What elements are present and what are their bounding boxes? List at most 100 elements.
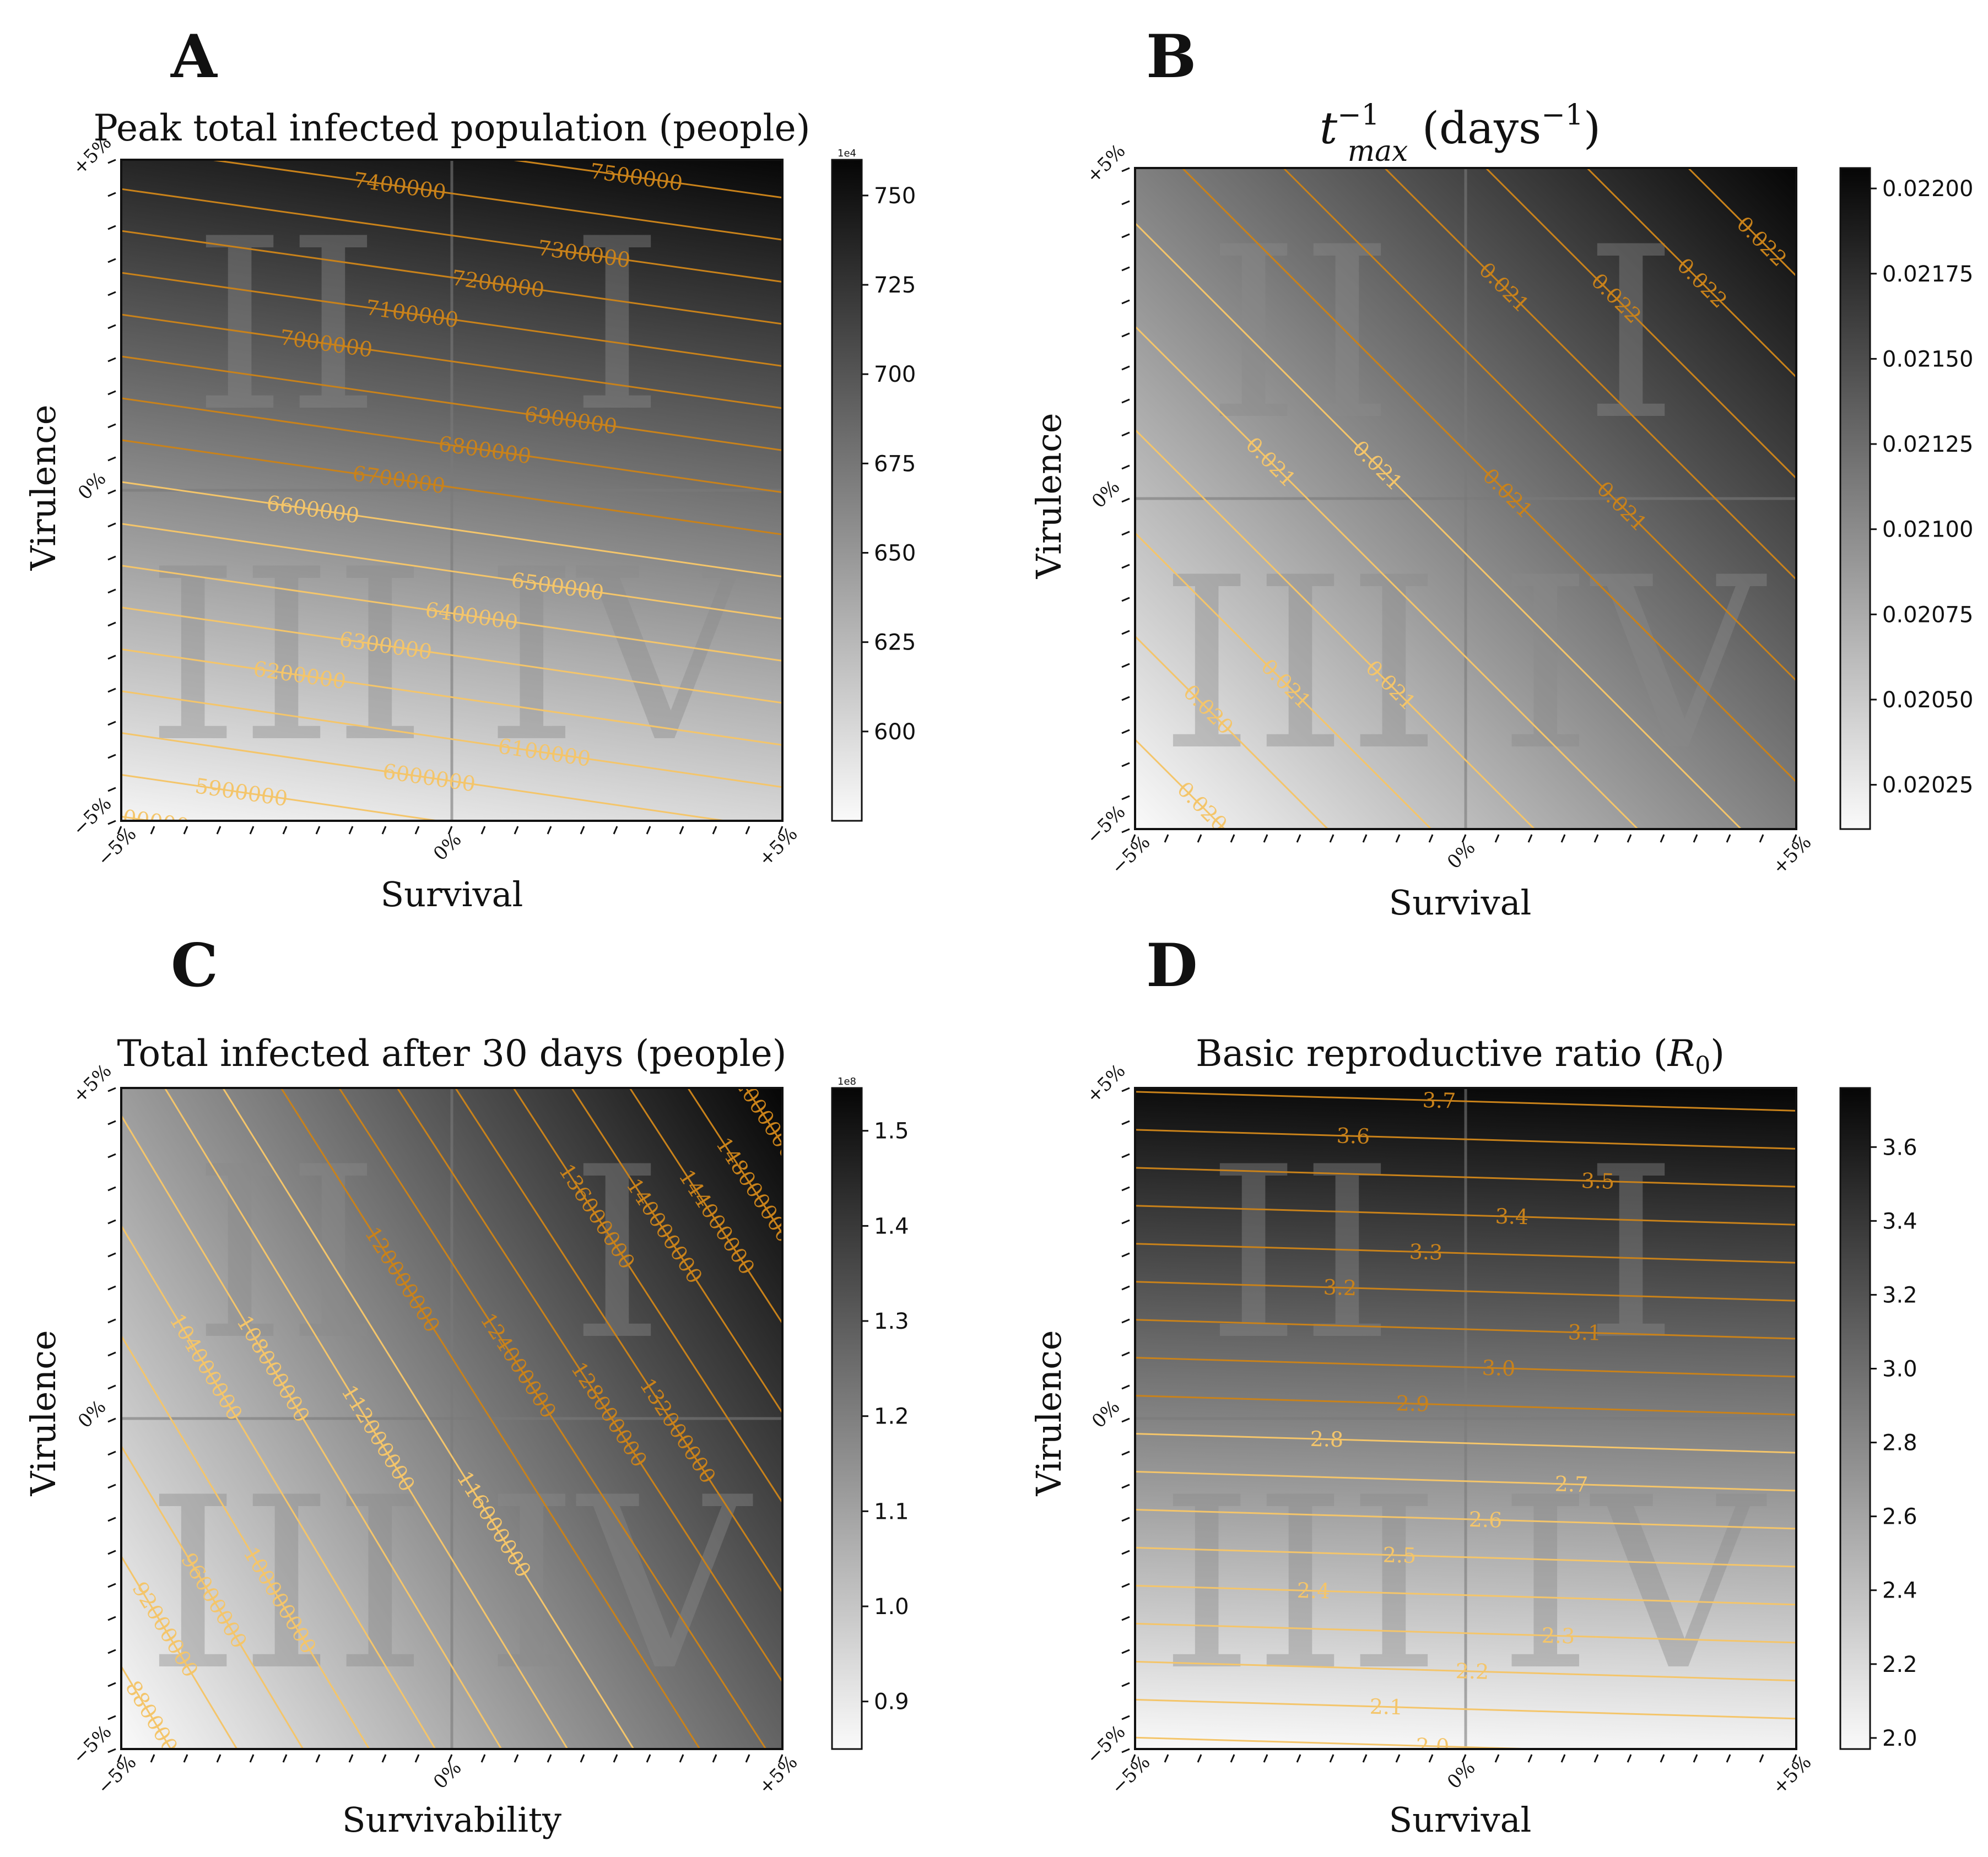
panel-a-x-tick	[778, 826, 784, 835]
panel-d-y-tick	[1121, 1087, 1130, 1092]
panel-d-contour-line	[1135, 1698, 1796, 1720]
panel-a-quadrant-label-iii: III	[146, 519, 427, 794]
panel-a-y-tick	[107, 721, 116, 726]
panel-b-y-axis-label: Virulence	[1029, 413, 1069, 580]
panel-b-y-tick	[1121, 729, 1130, 734]
panel-c-x-tick	[249, 1754, 255, 1763]
panel-d-contour-label: 2.0	[1416, 1734, 1450, 1759]
panel-c-x-tick	[679, 1754, 684, 1763]
panel-a-colorbar-tick-label: 625	[874, 630, 916, 656]
panel-b-colorbar-tick-label: 0.02125	[1882, 432, 1973, 457]
panel-a-y-tick	[107, 456, 116, 462]
panel-a-colorbar-fill	[831, 159, 863, 822]
panel-c-y-tick	[107, 1285, 116, 1291]
panel-d-x-tick	[1428, 1754, 1434, 1763]
panel-c-contour-line	[121, 1335, 370, 1749]
panel-b-title-close: )	[1584, 102, 1601, 154]
panel-d-colorbar-tick-label: 2.6	[1882, 1504, 1917, 1530]
panel-a-y-tick	[107, 159, 116, 164]
panel-d-contour-label: 3.7	[1422, 1088, 1456, 1113]
panel-b-title-sub: max	[1348, 135, 1408, 168]
panel-b-x-tick	[1164, 834, 1169, 843]
panel-d-title-r: R	[1667, 1032, 1695, 1075]
panel-a-x-tick	[315, 826, 321, 835]
panel-a-y-tick	[107, 654, 116, 660]
panel-d-x-tick	[1726, 1754, 1731, 1763]
panel-b-y-tick	[1121, 332, 1130, 338]
panel-c-colorbar-tick-label: 1.1	[874, 1499, 909, 1524]
panel-a-x-tick	[514, 826, 519, 835]
panel-a-x-tick	[613, 826, 618, 835]
panel-d-contour-label: 3.2	[1323, 1275, 1357, 1301]
panel-d-y-tick	[1121, 1616, 1130, 1621]
panel-b-x-tick	[1560, 834, 1566, 843]
panel-b-y-tick	[1121, 564, 1130, 569]
panel-d-x-tick	[1792, 1754, 1797, 1763]
panel-b-contour-line	[1135, 532, 1432, 829]
panel-c-y-tick	[107, 1583, 116, 1588]
panel-b-y-tick	[1121, 398, 1130, 404]
panel-c-x-tick	[778, 1754, 784, 1763]
panel-d-contour-label: 2.3	[1541, 1623, 1575, 1649]
panel-a-contour-line	[121, 397, 782, 494]
panel-d-y-tick	[1121, 1285, 1130, 1291]
panel-b-title-rest-sup: −1	[1541, 99, 1584, 132]
panel-d-colorbar-tick-label: 3.4	[1882, 1209, 1917, 1234]
panel-a-colorbar-tick-label: 675	[874, 451, 916, 477]
panel-b-x-tick	[1726, 834, 1731, 843]
panel-b-x-tick	[1329, 834, 1335, 843]
panel-a-contour-line	[121, 481, 782, 578]
panel-a-y-tick	[107, 258, 116, 263]
panel-c-contour-line	[121, 1556, 238, 1749]
panel-d-colorbar-tick-label: 2.0	[1882, 1726, 1917, 1751]
panel-d-contour-line	[1135, 1319, 1796, 1340]
panel-c-y-tick	[107, 1682, 116, 1687]
panel-b-y-tick	[1121, 365, 1130, 371]
panel-c-x-tick	[117, 1754, 122, 1763]
panel-c-y-tick	[107, 1484, 116, 1489]
panel-a-y-axis-label: Virulence	[23, 405, 63, 571]
panel-d-colorbar-tick-label: 2.2	[1882, 1652, 1917, 1677]
panel-d-x-tick	[1164, 1754, 1169, 1763]
panel-c-contour-line	[121, 1115, 503, 1749]
panel-d-contour-label: 3.3	[1409, 1239, 1443, 1265]
panel-c-contour-line	[164, 1088, 569, 1749]
panel-c-colorbar-tick-label: 1.0	[874, 1594, 909, 1620]
panel-d-colorbar-tick-label: 3.6	[1882, 1135, 1917, 1160]
panel-a-colorbar-tick-label: 725	[874, 273, 916, 298]
panel-a-letter: A	[170, 22, 218, 91]
panel-c-contour-line	[121, 1445, 304, 1749]
panel-b-contour-line	[1384, 168, 1796, 580]
panel-a-y-tick	[107, 820, 116, 825]
panel-b-y-tick	[1121, 167, 1130, 172]
panel-c-x-tick	[414, 1754, 420, 1763]
panel-d-y-tick	[1121, 1252, 1130, 1258]
panel-d-x-tick	[1560, 1754, 1566, 1763]
panel-d-y-tick	[1121, 1153, 1130, 1158]
panel-d-contour-line	[1135, 1471, 1796, 1492]
panel-d-colorbar-fill	[1839, 1087, 1871, 1750]
panel-d-x-tick	[1197, 1754, 1202, 1763]
panel-a-title: Peak total infected population (people)	[94, 107, 811, 149]
panel-a-contour-line	[121, 690, 782, 788]
panel-c-letter: C	[171, 931, 218, 1000]
panel-a-quadrant-label-ii: II	[193, 188, 380, 464]
panel-c-y-tick	[107, 1120, 116, 1125]
panel-a-y-tick	[107, 324, 116, 329]
panel-a-y-tick	[107, 621, 116, 627]
panel-d-letter: D	[1146, 931, 1198, 1000]
panel-d-x-tick	[1296, 1754, 1301, 1763]
panel-c-y-tick	[107, 1153, 116, 1158]
panel-b-colorbar-tick-label: 0.02050	[1882, 687, 1973, 713]
panel-c-y-tick	[107, 1252, 116, 1258]
panel-a-x-axis-label: Survival	[381, 874, 523, 914]
panel-c-contour-line	[280, 1088, 701, 1749]
panel-c-x-tick	[183, 1754, 188, 1763]
panel-c-x-tick	[514, 1754, 519, 1763]
panel-b-contour-line	[1283, 168, 1796, 681]
panel-c-contour-line	[629, 1088, 782, 1324]
panel-c-quadrant-label-ii: II	[193, 1117, 380, 1392]
panel-d-title-sub: 0	[1695, 1052, 1710, 1080]
